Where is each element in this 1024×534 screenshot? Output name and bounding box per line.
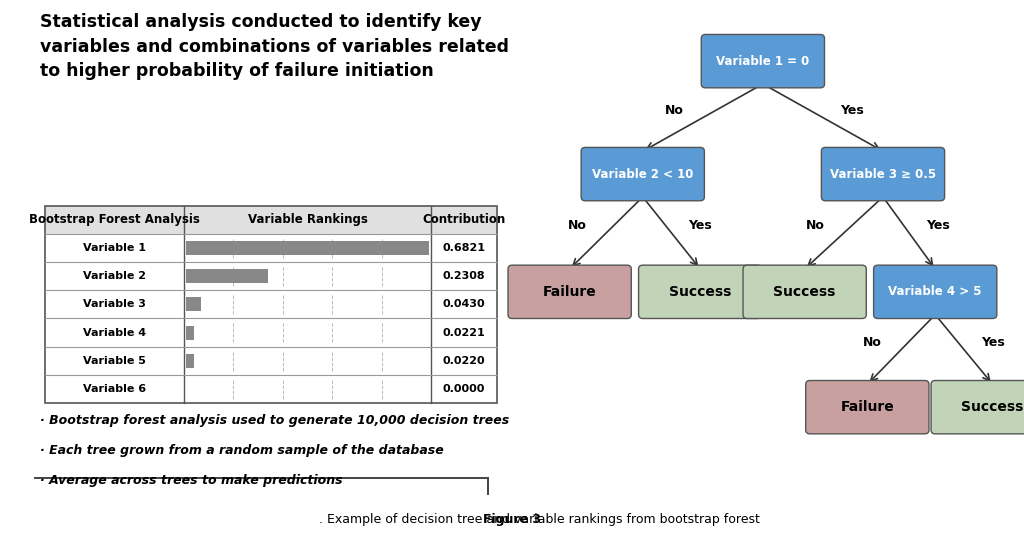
Text: Bootstrap Forest Analysis: Bootstrap Forest Analysis (29, 213, 200, 226)
FancyBboxPatch shape (508, 265, 631, 318)
FancyBboxPatch shape (806, 381, 929, 434)
Text: Figure 3: Figure 3 (483, 513, 541, 525)
Text: 0.0221: 0.0221 (442, 327, 485, 337)
Text: 0.2308: 0.2308 (442, 271, 485, 281)
Bar (186, 269, 268, 283)
FancyBboxPatch shape (873, 265, 996, 318)
Bar (186, 241, 429, 255)
Text: Success: Success (773, 285, 836, 299)
Text: · Bootstrap forest analysis used to generate 10,000 decision trees: · Bootstrap forest analysis used to gene… (40, 414, 509, 427)
Text: 0.6821: 0.6821 (442, 243, 485, 253)
FancyBboxPatch shape (582, 147, 705, 201)
Text: Contribution: Contribution (423, 213, 506, 226)
Text: · Each tree grown from a random sample of the database: · Each tree grown from a random sample o… (40, 444, 443, 457)
Text: 0.0430: 0.0430 (442, 300, 485, 309)
Text: 0.0000: 0.0000 (443, 384, 485, 394)
Text: No: No (806, 219, 824, 232)
Bar (45, 206, 497, 403)
Text: Variable 1: Variable 1 (83, 243, 145, 253)
Text: No: No (665, 104, 684, 117)
Text: Variable 6: Variable 6 (83, 384, 145, 394)
FancyBboxPatch shape (743, 265, 866, 318)
Text: Variable 1 = 0: Variable 1 = 0 (716, 54, 810, 68)
Bar (186, 354, 194, 368)
Text: Variable 3 ≥ 0.5: Variable 3 ≥ 0.5 (829, 168, 936, 180)
Text: No: No (568, 219, 587, 232)
Text: Variable Rankings: Variable Rankings (248, 213, 368, 226)
Text: 0.0220: 0.0220 (442, 356, 485, 366)
Text: Failure: Failure (841, 400, 894, 414)
Text: Yes: Yes (688, 219, 712, 232)
Text: Variable 3: Variable 3 (83, 300, 145, 309)
Text: Yes: Yes (981, 336, 1005, 349)
Bar (45, 206, 497, 234)
Text: Success: Success (962, 400, 1024, 414)
Text: · Average across trees to make predictions: · Average across trees to make predictio… (40, 474, 343, 486)
Text: Statistical analysis conducted to identify key
variables and combinations of var: Statistical analysis conducted to identi… (40, 13, 509, 80)
Text: Variable 5: Variable 5 (83, 356, 145, 366)
FancyBboxPatch shape (701, 35, 824, 88)
Bar (186, 297, 202, 311)
Text: Variable 4: Variable 4 (83, 327, 145, 337)
Text: Yes: Yes (840, 104, 863, 117)
Bar (186, 326, 194, 340)
FancyBboxPatch shape (931, 381, 1024, 434)
Text: Failure: Failure (543, 285, 597, 299)
Text: Variable 2: Variable 2 (83, 271, 145, 281)
Text: Success: Success (669, 285, 731, 299)
Text: Variable 4 > 5: Variable 4 > 5 (889, 285, 982, 299)
FancyBboxPatch shape (639, 265, 762, 318)
Text: Yes: Yes (926, 219, 949, 232)
FancyBboxPatch shape (821, 147, 944, 201)
Text: . Example of decision tree and variable rankings from bootstrap forest: . Example of decision tree and variable … (319, 513, 760, 525)
Text: No: No (863, 336, 882, 349)
Text: Variable 2 < 10: Variable 2 < 10 (592, 168, 693, 180)
